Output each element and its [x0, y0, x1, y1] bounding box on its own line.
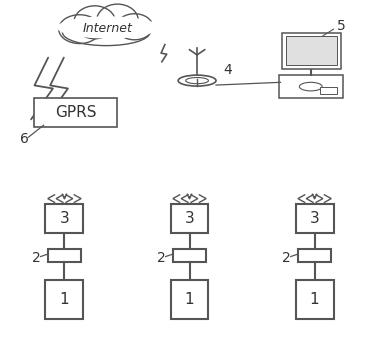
Text: GPRS: GPRS	[55, 105, 97, 120]
Text: 5: 5	[337, 19, 346, 33]
FancyBboxPatch shape	[296, 204, 334, 233]
Ellipse shape	[299, 82, 322, 91]
FancyBboxPatch shape	[321, 87, 337, 94]
Text: 6: 6	[20, 132, 29, 146]
FancyBboxPatch shape	[34, 98, 117, 127]
Text: 1: 1	[185, 292, 194, 307]
FancyBboxPatch shape	[49, 249, 81, 262]
Ellipse shape	[97, 4, 138, 37]
FancyBboxPatch shape	[45, 204, 83, 233]
Text: 1: 1	[60, 292, 69, 307]
Ellipse shape	[74, 6, 116, 39]
FancyBboxPatch shape	[282, 33, 341, 69]
Ellipse shape	[57, 16, 159, 38]
Text: 4: 4	[223, 63, 232, 77]
FancyBboxPatch shape	[171, 204, 208, 233]
Ellipse shape	[63, 20, 150, 46]
Text: 1: 1	[310, 292, 319, 307]
FancyBboxPatch shape	[296, 280, 334, 319]
Text: 3: 3	[60, 211, 69, 226]
Ellipse shape	[59, 15, 100, 44]
Text: 2: 2	[31, 251, 41, 265]
Ellipse shape	[178, 75, 216, 86]
FancyBboxPatch shape	[279, 75, 343, 98]
Text: 2: 2	[282, 251, 291, 265]
FancyBboxPatch shape	[286, 36, 337, 65]
Ellipse shape	[116, 14, 153, 40]
Text: 2: 2	[157, 251, 166, 265]
FancyBboxPatch shape	[45, 280, 83, 319]
Ellipse shape	[186, 78, 208, 84]
Text: 3: 3	[310, 211, 319, 226]
FancyBboxPatch shape	[171, 280, 208, 319]
Text: 3: 3	[185, 211, 194, 226]
FancyBboxPatch shape	[298, 249, 330, 262]
FancyBboxPatch shape	[174, 249, 205, 262]
Text: Internet: Internet	[83, 22, 133, 35]
